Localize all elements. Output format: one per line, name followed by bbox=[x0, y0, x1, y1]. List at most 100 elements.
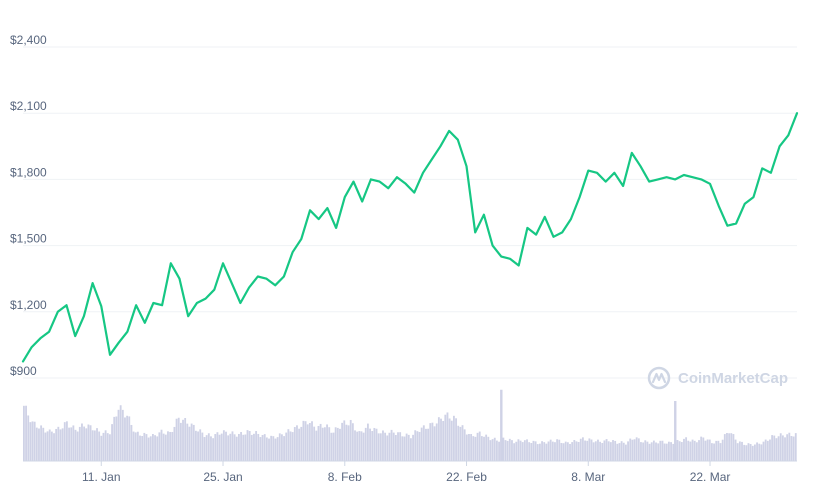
volume-bar bbox=[364, 427, 367, 461]
volume-bar bbox=[472, 436, 475, 461]
volume-bar bbox=[265, 437, 268, 461]
volume-bar bbox=[532, 440, 535, 461]
volume-bar bbox=[723, 434, 726, 461]
volume-bar bbox=[111, 424, 113, 461]
volume-bar bbox=[57, 426, 60, 461]
volume-bar bbox=[646, 441, 649, 461]
volume-bar bbox=[410, 438, 412, 461]
volume-bar bbox=[480, 436, 483, 461]
volume-bar bbox=[326, 424, 328, 461]
volume-bar bbox=[152, 434, 154, 461]
volume-bar bbox=[620, 441, 623, 461]
volume-bar bbox=[96, 428, 98, 461]
volume-bar bbox=[551, 441, 554, 461]
volume-bar bbox=[586, 440, 589, 461]
volume-bar bbox=[175, 418, 178, 461]
volume-bar bbox=[278, 433, 281, 461]
volume-bar bbox=[773, 435, 776, 461]
volume-bar bbox=[233, 434, 236, 461]
volume-bar bbox=[201, 432, 204, 461]
volume-bar bbox=[655, 442, 657, 461]
volume-bar bbox=[46, 431, 49, 461]
volume-bar bbox=[616, 443, 619, 461]
y-tick-label: $1,800 bbox=[10, 165, 47, 179]
volume-bars bbox=[23, 389, 797, 461]
volume-bar bbox=[562, 443, 565, 461]
volume-bar bbox=[564, 441, 567, 461]
volume-bar bbox=[132, 431, 135, 461]
volume-bar bbox=[416, 431, 419, 461]
volume-bar bbox=[618, 443, 621, 461]
volume-bar bbox=[195, 430, 197, 461]
volume-bar bbox=[394, 435, 397, 461]
volume-bar bbox=[422, 425, 425, 461]
volume-bar bbox=[392, 432, 395, 461]
volume-bar bbox=[625, 444, 627, 461]
volume-bar bbox=[158, 432, 161, 461]
volume-bar bbox=[190, 423, 193, 461]
volume-bar bbox=[104, 430, 107, 461]
volume-bar bbox=[354, 430, 356, 461]
volume-bar bbox=[584, 440, 586, 461]
volume-bar bbox=[435, 423, 438, 461]
volume-bar bbox=[25, 405, 27, 461]
volume-bar bbox=[790, 436, 793, 461]
volume-bar bbox=[379, 433, 382, 461]
volume-bar bbox=[446, 412, 449, 461]
volume-bar bbox=[308, 423, 311, 461]
y-axis-ticks: $900 $1,200 $1,500 $1,800 $2,100 $2,400 bbox=[10, 33, 47, 378]
volume-bar bbox=[124, 417, 126, 461]
volume-bar bbox=[212, 438, 215, 461]
volume-bar bbox=[670, 442, 672, 461]
volume-bar bbox=[179, 422, 182, 461]
volume-bar bbox=[594, 441, 597, 461]
x-tick-label: 25. Jan bbox=[203, 470, 242, 484]
volume-bar bbox=[414, 430, 417, 461]
x-axis-ticks: 11. Jan 25. Jan 8. Feb 22. Feb 8. Mar 22. Mar bbox=[82, 461, 730, 484]
volume-bar bbox=[511, 440, 513, 461]
volume-bar bbox=[560, 442, 563, 461]
volume-bar bbox=[508, 438, 511, 461]
volume-bar bbox=[672, 443, 675, 461]
volume-bar bbox=[240, 432, 242, 461]
volume-bar bbox=[629, 438, 632, 461]
volume-bar bbox=[612, 440, 614, 461]
volume-bar bbox=[373, 427, 376, 461]
volume-bar bbox=[188, 426, 191, 461]
volume-bar bbox=[766, 440, 769, 461]
volume-bar bbox=[109, 434, 111, 461]
volume-bar bbox=[61, 428, 64, 461]
volume-bar bbox=[713, 443, 715, 461]
volume-bar bbox=[470, 434, 473, 461]
volume-bar bbox=[83, 426, 86, 461]
volume-bar bbox=[143, 432, 146, 461]
volume-bar bbox=[771, 435, 774, 461]
volume-bar bbox=[431, 422, 434, 461]
volume-bar bbox=[633, 439, 636, 461]
volume-bar bbox=[235, 436, 238, 461]
volume-bar bbox=[730, 433, 733, 461]
volume-bar bbox=[461, 425, 464, 461]
volume-bar bbox=[74, 429, 77, 461]
volume-bar bbox=[528, 442, 531, 461]
volume-bar bbox=[678, 441, 681, 461]
volume-bar bbox=[693, 440, 696, 461]
volume-bar bbox=[225, 431, 227, 461]
volume-bar bbox=[136, 431, 139, 461]
volume-bar bbox=[769, 439, 771, 461]
volume-bar bbox=[622, 442, 625, 461]
volume-bar bbox=[162, 433, 165, 461]
volume-bar bbox=[270, 435, 273, 461]
y-tick-label: $1,200 bbox=[10, 298, 47, 312]
volume-bar bbox=[173, 426, 176, 461]
volume-bar bbox=[418, 431, 421, 461]
volume-bar bbox=[429, 423, 432, 461]
volume-bar bbox=[726, 433, 728, 461]
volume-bar bbox=[468, 433, 470, 461]
volume-bar bbox=[440, 418, 442, 461]
volume-bar bbox=[255, 431, 258, 461]
volume-bar bbox=[487, 436, 490, 461]
volume-bar bbox=[450, 420, 453, 461]
y-tick-label: $900 bbox=[10, 364, 37, 378]
